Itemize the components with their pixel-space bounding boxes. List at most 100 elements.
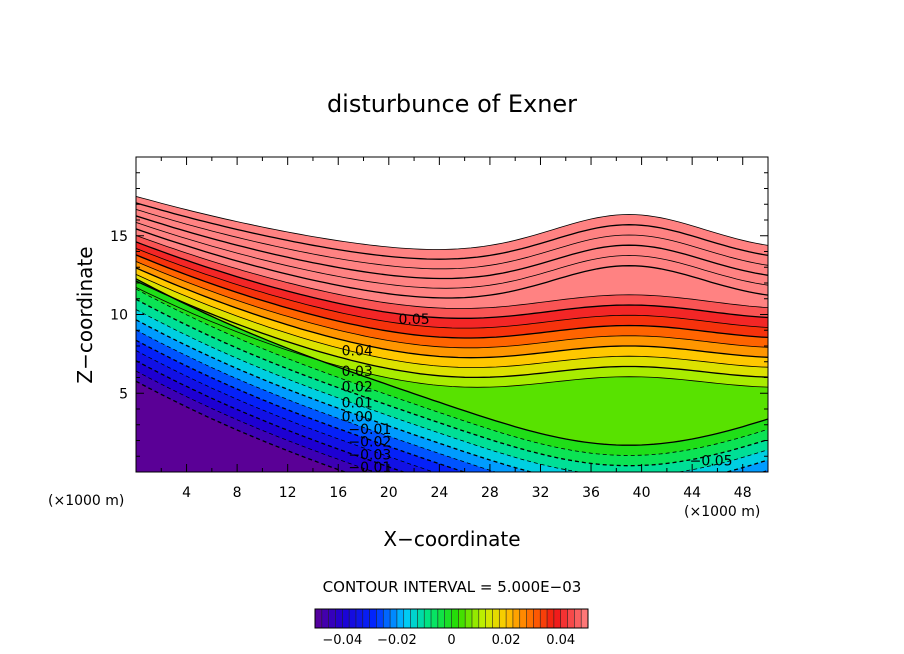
contour-label: 0.04 — [342, 343, 373, 359]
contour-line — [136, 278, 768, 446]
colorbar-cell — [519, 609, 528, 628]
colorbar — [314, 608, 589, 629]
y-tick-label: 10 — [110, 308, 128, 324]
contour-line — [136, 267, 768, 359]
contour-line — [136, 215, 768, 280]
y-axis-ticks: 5 10 15 — [110, 172, 768, 457]
x-tick-label: 28 — [481, 485, 499, 501]
contour-label: 0.05 — [398, 312, 429, 328]
colorbar-cell — [362, 609, 371, 628]
contour-interval-text: CONTOUR INTERVAL = 5.000E−03 — [323, 578, 582, 596]
x-tick-label: 40 — [633, 485, 651, 501]
colorbar-tick-label: −0.04 — [322, 633, 362, 648]
colorbar-cell — [328, 609, 336, 628]
colorbar-cell — [526, 609, 534, 628]
colorbar-cell — [506, 609, 514, 628]
colorbar-cell — [349, 609, 357, 628]
colorbar-cell — [540, 609, 548, 628]
colorbar-cell — [471, 609, 480, 628]
colorbar-cell — [437, 609, 446, 628]
contour-line — [136, 248, 768, 329]
colorbar-frame — [314, 608, 589, 629]
colorbar-cell — [458, 609, 466, 628]
contour-label: −0.03 — [348, 447, 391, 463]
chart-title: disturbunce of Exner — [327, 90, 577, 118]
colorbar-tick-label: 0.04 — [546, 633, 575, 648]
colorbar-cell — [492, 609, 500, 628]
colorbar-cell — [355, 609, 364, 628]
x-tick-label: 8 — [233, 485, 242, 501]
y-axis-unit-label: (×1000 m) — [48, 493, 124, 509]
colorbar-cell — [376, 609, 384, 628]
contour-line — [136, 241, 768, 319]
colorbar-cell — [581, 609, 589, 628]
contour-band — [136, 381, 345, 472]
colorbar-cell — [499, 609, 507, 628]
colorbar-tick-label: 0.02 — [492, 633, 521, 648]
contour-label: −0.01 — [348, 422, 391, 438]
colorbar-cell — [553, 609, 562, 628]
colorbar-cell — [321, 609, 330, 628]
contour-label: 0.02 — [342, 380, 373, 396]
y-axis-label: Z−coordinate — [73, 246, 97, 383]
contour-line — [136, 280, 768, 379]
contour-line — [136, 222, 768, 289]
contour-lines — [136, 196, 768, 472]
colorbar-cell — [410, 609, 418, 628]
contour-label: −0.05 — [690, 454, 733, 470]
contour-label: −0.02 — [348, 435, 391, 451]
contour-label: 0.03 — [342, 364, 373, 380]
x-axis-unit-label: (×1000 m) — [684, 504, 760, 520]
contour-line — [136, 196, 768, 250]
colorbar-cell — [424, 609, 432, 628]
x-tick-label: 4 — [182, 485, 191, 501]
colorbar-cell — [383, 609, 391, 628]
colorbar-cell — [567, 609, 575, 628]
colorbar-cell — [512, 609, 521, 628]
colorbar-cell — [396, 609, 405, 628]
y-tick-label: 5 — [119, 386, 128, 402]
x-axis-label: X−coordinate — [383, 527, 520, 551]
contour-line — [136, 261, 768, 349]
contour-line — [136, 202, 768, 260]
colorbar-cell — [478, 609, 487, 628]
x-tick-label: 44 — [683, 485, 701, 501]
contour-labels: 0.050.040.030.020.010.00−0.01−0.02−0.03−… — [342, 312, 733, 476]
colorbar-cell — [403, 609, 412, 628]
colorbar-cell — [390, 609, 398, 628]
x-tick-label: 24 — [430, 485, 448, 501]
colorbar-cell — [342, 609, 350, 628]
x-tick-label: 32 — [532, 485, 550, 501]
colorbar-cell — [560, 609, 569, 628]
colorbar-cell — [465, 609, 473, 628]
colorbar-cell — [533, 609, 541, 628]
contour-fills — [136, 196, 768, 472]
x-tick-label: 16 — [329, 485, 347, 501]
x-tick-label: 20 — [380, 485, 398, 501]
colorbar-cell — [431, 609, 439, 628]
colorbar-cell — [417, 609, 425, 628]
contour-line — [136, 235, 768, 309]
contour-line — [136, 274, 768, 368]
y-tick-label: 15 — [110, 229, 128, 245]
colorbar-tick-label: −0.02 — [377, 633, 417, 648]
contour-line — [136, 228, 768, 299]
colorbar-cell — [547, 609, 555, 628]
contour-label: −0.01 — [348, 460, 391, 476]
colorbar-cell — [574, 609, 582, 628]
colorbar-cell — [369, 609, 377, 628]
x-axis-ticks: 4 8 12 16 20 24 28 32 36 40 44 48 — [160, 157, 752, 501]
colorbar-cell — [451, 609, 459, 628]
x-tick-label: 36 — [582, 485, 600, 501]
x-tick-label: 12 — [279, 485, 297, 501]
colorbar-cell — [315, 609, 323, 628]
colorbar-cell — [444, 609, 452, 628]
contour-line — [136, 254, 768, 339]
x-tick-label: 48 — [734, 485, 752, 501]
contour-line — [136, 287, 768, 388]
colorbar-ticks: −0.04 −0.02 0 0.02 0.04 — [322, 633, 575, 648]
contour-label: 0.01 — [342, 395, 373, 411]
contour-label: 0.00 — [342, 409, 373, 425]
colorbar-tick-label: 0 — [447, 633, 455, 648]
